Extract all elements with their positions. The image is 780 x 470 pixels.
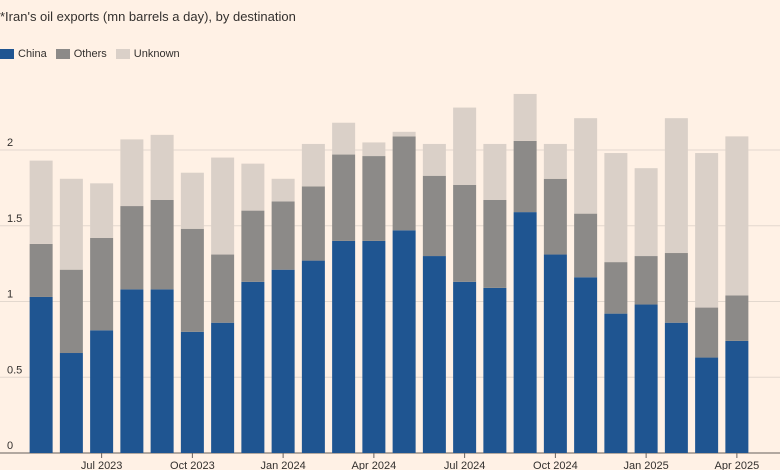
bar-others <box>513 140 537 213</box>
bar-others <box>543 178 567 255</box>
legend-label-others: Others <box>73 48 107 60</box>
legend-swatch-unknown <box>115 49 130 59</box>
legend-label-china: China <box>18 48 47 60</box>
bar-unknown <box>392 131 416 137</box>
bar-others <box>574 213 598 278</box>
y-tick-label: 1 <box>7 289 13 301</box>
bar-others <box>29 243 53 297</box>
y-tick-label: 0 <box>7 440 13 452</box>
bar-others <box>271 201 295 270</box>
bar-others <box>90 237 114 331</box>
bar-china <box>695 357 719 453</box>
legend-item-unknown: Unknown <box>115 48 180 60</box>
bar-unknown <box>90 183 114 238</box>
bar-others <box>150 199 174 290</box>
x-tick-label: Jul 2023 <box>81 460 123 470</box>
bar-others <box>725 295 749 341</box>
bar-others <box>695 307 719 358</box>
x-tick-label: Apr 2025 <box>715 460 760 470</box>
bar-unknown <box>150 134 174 200</box>
bar-china <box>271 269 295 453</box>
bar-others <box>634 256 658 305</box>
bar-others <box>180 228 204 332</box>
bar-unknown <box>664 118 688 254</box>
bar-unknown <box>725 136 749 296</box>
bar-unknown <box>604 153 628 263</box>
bar-unknown <box>271 178 295 202</box>
bar-china <box>664 322 688 453</box>
x-tick-label: Oct 2024 <box>533 460 578 470</box>
legend: China Others Unknown <box>0 48 189 60</box>
legend-label-unknown: Unknown <box>133 48 180 60</box>
bar-china <box>422 256 446 453</box>
bar-others <box>453 184 477 282</box>
bar-others <box>59 269 83 354</box>
x-tick-label: Jan 2025 <box>623 460 668 470</box>
bar-others <box>241 210 265 282</box>
legend-item-others: Others <box>55 48 107 60</box>
bar-china <box>392 230 416 453</box>
bar-others <box>422 175 446 257</box>
bar-unknown <box>29 160 53 244</box>
bar-china <box>211 322 235 453</box>
x-tick-label: Oct 2023 <box>170 460 215 470</box>
legend-swatch-china <box>0 49 14 59</box>
y-tick-label: 0.5 <box>7 364 22 376</box>
x-tick-label: Jan 2024 <box>260 460 305 470</box>
bar-china <box>332 240 356 453</box>
bar-china <box>483 287 507 453</box>
bar-china <box>241 281 265 453</box>
chart-title: *Iran's oil exports (mn barrels a day), … <box>0 9 296 24</box>
bar-china <box>301 260 325 453</box>
bar-unknown <box>211 157 235 255</box>
bar-china <box>59 353 83 453</box>
bar-china <box>634 304 658 453</box>
bar-unknown <box>180 172 204 229</box>
bar-china <box>120 289 144 453</box>
bar-china <box>453 281 477 453</box>
bar-china <box>150 289 174 453</box>
bar-unknown <box>483 143 507 200</box>
bar-unknown <box>513 93 537 141</box>
bar-unknown <box>332 122 356 155</box>
bar-unknown <box>695 153 719 308</box>
bar-others <box>392 136 416 231</box>
bar-china <box>604 313 628 453</box>
bar-unknown <box>362 142 386 157</box>
bar-china <box>725 340 749 453</box>
bar-china <box>513 212 537 453</box>
bar-unknown <box>543 143 567 179</box>
bar-unknown <box>634 168 658 257</box>
bar-others <box>664 253 688 323</box>
bar-unknown <box>301 143 325 187</box>
bar-others <box>301 186 325 261</box>
bar-others <box>604 262 628 314</box>
bar-others <box>332 154 356 241</box>
bar-unknown <box>120 139 144 207</box>
bar-china <box>543 254 567 453</box>
bar-others <box>362 156 386 241</box>
bar-others <box>120 206 144 290</box>
bar-others <box>211 254 235 323</box>
legend-swatch-others <box>55 49 70 59</box>
bar-china <box>574 277 598 453</box>
bar-unknown <box>241 163 265 211</box>
x-tick-label: Apr 2024 <box>352 460 397 470</box>
bar-unknown <box>453 107 477 185</box>
y-tick-label: 2 <box>7 137 13 149</box>
bar-china <box>362 240 386 453</box>
bar-unknown <box>422 143 446 176</box>
bar-china <box>29 296 53 453</box>
legend-item-china: China <box>0 48 47 60</box>
bar-unknown <box>574 118 598 214</box>
bar-china <box>90 330 114 453</box>
bar-unknown <box>59 178 83 270</box>
bar-others <box>483 199 507 288</box>
y-tick-label: 1.5 <box>7 213 22 225</box>
bar-china <box>180 331 204 453</box>
x-tick-label: Jul 2024 <box>444 460 486 470</box>
